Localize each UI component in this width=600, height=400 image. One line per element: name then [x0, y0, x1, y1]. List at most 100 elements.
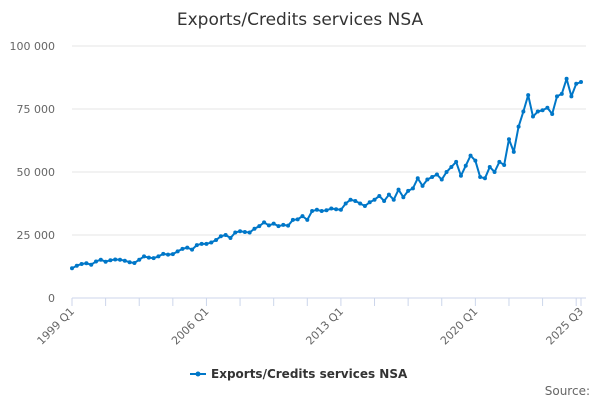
data-point[interactable] — [103, 259, 108, 264]
data-point[interactable] — [492, 170, 497, 174]
data-point[interactable] — [252, 226, 257, 231]
data-point[interactable] — [305, 217, 310, 222]
data-point[interactable] — [166, 252, 171, 257]
data-point[interactable] — [449, 164, 454, 169]
data-point[interactable] — [319, 209, 324, 214]
data-point[interactable] — [223, 233, 228, 237]
data-point[interactable] — [199, 241, 204, 246]
data-point[interactable] — [262, 220, 267, 225]
data-point[interactable] — [194, 243, 199, 248]
data-point[interactable] — [401, 195, 406, 200]
data-point[interactable] — [122, 258, 127, 263]
data-point[interactable] — [353, 198, 358, 203]
data-point[interactable] — [554, 94, 559, 99]
data-point[interactable] — [175, 249, 180, 254]
data-point[interactable] — [180, 246, 185, 251]
data-point[interactable] — [190, 247, 195, 252]
data-point[interactable] — [247, 230, 252, 235]
data-point[interactable] — [367, 200, 372, 205]
data-point[interactable] — [468, 153, 473, 158]
data-point[interactable] — [338, 207, 343, 212]
data-point[interactable] — [526, 93, 531, 98]
data-point[interactable] — [482, 176, 487, 181]
data-point[interactable] — [146, 255, 151, 260]
data-point[interactable] — [79, 261, 84, 266]
data-point[interactable] — [444, 170, 449, 174]
data-point[interactable] — [545, 105, 550, 110]
data-point[interactable] — [257, 224, 262, 229]
data-point[interactable] — [238, 229, 243, 234]
data-point[interactable] — [478, 175, 483, 180]
data-point[interactable] — [118, 257, 123, 262]
data-point[interactable] — [579, 80, 583, 85]
data-point[interactable] — [242, 229, 247, 234]
data-point[interactable] — [559, 91, 564, 96]
data-point[interactable] — [271, 221, 276, 226]
data-point[interactable] — [290, 217, 295, 222]
data-point[interactable] — [266, 223, 271, 228]
data-point[interactable] — [430, 175, 435, 180]
data-point[interactable] — [334, 207, 339, 212]
data-point[interactable] — [161, 251, 166, 256]
data-point[interactable] — [396, 187, 401, 192]
data-point[interactable] — [295, 217, 300, 222]
data-point[interactable] — [377, 193, 382, 198]
data-point[interactable] — [502, 162, 507, 167]
data-point[interactable] — [329, 206, 334, 211]
data-point[interactable] — [137, 257, 142, 262]
data-point[interactable] — [108, 258, 113, 263]
data-point[interactable] — [574, 81, 579, 86]
source-label[interactable]: Source: — [545, 384, 590, 398]
data-point[interactable] — [127, 260, 132, 265]
data-point[interactable] — [113, 257, 118, 262]
data-point[interactable] — [348, 197, 353, 202]
data-point[interactable] — [218, 234, 223, 239]
data-point[interactable] — [214, 238, 219, 243]
data-point[interactable] — [458, 173, 463, 178]
data-point[interactable] — [228, 236, 233, 241]
data-point[interactable] — [70, 266, 74, 271]
data-point[interactable] — [550, 112, 555, 117]
data-point[interactable] — [209, 240, 214, 245]
data-point[interactable] — [142, 254, 147, 259]
data-point[interactable] — [132, 260, 137, 265]
data-point[interactable] — [386, 192, 391, 197]
data-point[interactable] — [98, 257, 103, 262]
data-point[interactable] — [362, 204, 367, 209]
data-point[interactable] — [569, 94, 574, 99]
data-point[interactable] — [185, 245, 190, 250]
data-point[interactable] — [204, 241, 209, 246]
data-point[interactable] — [382, 198, 387, 203]
data-point[interactable] — [530, 114, 535, 119]
data-point[interactable] — [300, 214, 305, 219]
data-point[interactable] — [420, 183, 425, 188]
data-point[interactable] — [286, 223, 291, 228]
data-point[interactable] — [506, 137, 511, 142]
data-point[interactable] — [516, 124, 521, 129]
data-point[interactable] — [410, 186, 415, 191]
data-point[interactable] — [497, 159, 502, 164]
data-point[interactable] — [463, 163, 468, 168]
data-point[interactable] — [314, 207, 319, 212]
data-point[interactable] — [415, 176, 420, 181]
data-point[interactable] — [170, 252, 175, 257]
data-point[interactable] — [473, 158, 478, 163]
data-point[interactable] — [454, 159, 459, 164]
data-point[interactable] — [535, 109, 540, 114]
data-point[interactable] — [391, 197, 396, 202]
data-point[interactable] — [487, 164, 492, 169]
data-point[interactable] — [406, 188, 411, 193]
data-point[interactable] — [281, 222, 286, 227]
data-point[interactable] — [324, 208, 329, 213]
data-point[interactable] — [540, 108, 545, 113]
data-point[interactable] — [434, 172, 439, 177]
legend[interactable]: Exports/Credits services NSA — [190, 367, 408, 381]
data-point[interactable] — [151, 256, 156, 261]
data-point[interactable] — [84, 261, 89, 266]
data-point[interactable] — [74, 263, 79, 268]
data-point[interactable] — [94, 259, 99, 264]
data-point[interactable] — [233, 230, 238, 235]
data-point[interactable] — [156, 254, 161, 259]
data-point[interactable] — [358, 201, 363, 206]
data-point[interactable] — [372, 197, 377, 202]
